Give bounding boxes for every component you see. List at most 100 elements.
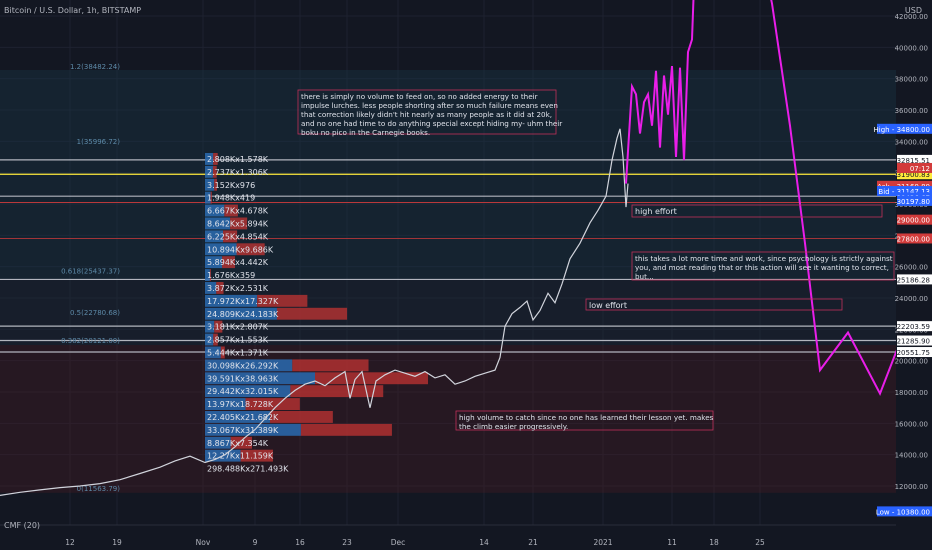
axis-badge-text[interactable]: 30197.80 [897, 198, 930, 206]
time-tick-label[interactable]: 12 [65, 538, 75, 547]
price-series [0, 128, 629, 496]
volume-buy-bar [205, 436, 231, 449]
volume-row-label: 33.067Kx31.389K [207, 426, 279, 435]
level-badge-text[interactable]: 20551.75 [897, 349, 930, 357]
annotation-box [297, 89, 557, 135]
time-tick-label[interactable]: 14 [479, 538, 489, 547]
annotation-line: that correction likely didn't hit nearly… [301, 110, 552, 119]
time-tick-label[interactable]: 23 [342, 538, 352, 547]
time-tick-label[interactable]: 9 [253, 538, 258, 547]
annotation-text: low effort [589, 301, 627, 310]
fib-label: 0.382(20121.00) [61, 337, 120, 345]
volume-row-label: 2.857Kx1.553K [207, 336, 269, 345]
symbol-title[interactable]: Bitcoin / U.S. Dollar, 1h, BITSTAMP [4, 6, 141, 15]
axis-badge-text[interactable]: Low - 10380.00 [876, 508, 930, 516]
axis-badge-bg [877, 123, 932, 134]
axis-badge-bg [877, 180, 932, 191]
level-badge-text[interactable]: 32815.51 [897, 157, 930, 165]
axis-badge-text[interactable]: Bid - 31147.13 [878, 188, 930, 196]
fib-label: 0.618(25437.37) [61, 267, 120, 275]
volume-row-label: 30.098Kx26.292K [207, 361, 279, 370]
level-badge-text[interactable]: 21285.90 [897, 338, 930, 346]
volume-buy-bar [205, 256, 223, 269]
annotations: there is simply no volume to feed on, so… [297, 89, 895, 431]
price-tick-label[interactable]: 16000.00 [895, 420, 928, 428]
volume-row-label: 3.181Kx2.807K [207, 323, 269, 332]
level-badge-bg [897, 169, 932, 180]
level-badge-text[interactable]: 22203.59 [897, 323, 930, 331]
volume-sell-bar [214, 320, 223, 333]
annotation-text: high volume to catch since no one has le… [459, 413, 714, 431]
time-tick-label[interactable]: 25 [755, 538, 765, 547]
axis-badge-text[interactable]: 29000.00 [897, 217, 930, 225]
price-tick-label[interactable]: 34000.00 [895, 138, 928, 146]
price-tick-label[interactable]: 14000.00 [895, 452, 928, 460]
volume-sell-bar [210, 191, 212, 204]
volume-row-label: 13.97Kx18.728K [207, 400, 274, 409]
price-tick-label[interactable]: 24000.00 [895, 295, 928, 303]
horizontal-levels [0, 159, 896, 353]
volume-sell-bar [292, 359, 369, 372]
time-tick-label[interactable]: 19 [112, 538, 122, 547]
price-tick-label[interactable]: 12000.00 [895, 483, 928, 491]
volume-buy-bar [205, 165, 213, 178]
axis-badge-bg [877, 186, 932, 197]
price-tick-label[interactable]: 40000.00 [895, 44, 928, 52]
axis-badge-text[interactable]: 07:12 [910, 165, 930, 173]
volume-row-label: 1.676Kx359 [207, 271, 255, 280]
price-axis[interactable]: 12000.00 14000.00 16000.00 18000.00 20000.00… [874, 0, 932, 550]
volume-buy-bar [205, 346, 221, 359]
axis-badge-text[interactable]: 27800.00 [897, 235, 930, 243]
time-tick-label[interactable]: Nov [196, 538, 211, 547]
fib-label: 1(35996.72) [77, 138, 121, 146]
time-tick-label[interactable]: 2021 [593, 538, 612, 547]
price-tick-label[interactable]: 38000.00 [895, 76, 928, 84]
annotation-text: there is simply no volume to feed on, so… [301, 92, 562, 137]
volume-sell-bar [213, 333, 218, 346]
volume-buy-bar [205, 204, 225, 217]
annotation-line: but... [635, 272, 654, 281]
time-axis[interactable]: 12 19 Nov 9 16 23 Dec 14 21 2021 11 18 25 [0, 524, 896, 547]
volume-row-label: 2.737Kx1.306K [207, 168, 269, 177]
volume-sell-bar [290, 385, 384, 398]
indicator-label[interactable]: CMF (20) [4, 521, 40, 530]
volume-row-label: 5.894Kx4.442K [207, 258, 269, 267]
level-badge-bg [897, 154, 932, 165]
volume-buy-bar [205, 398, 246, 410]
volume-row-label: 1.948Kx419 [207, 194, 255, 203]
volume-row-label: 39.591Kx38.963K [207, 374, 279, 383]
price-tick-label[interactable]: 26000.00 [895, 264, 928, 272]
volume-row-label: 3.872Kx2.531K [207, 284, 269, 293]
annotation-box [585, 298, 843, 311]
axis-badge-bg [897, 162, 932, 173]
price-line [0, 128, 629, 496]
mid-zone [0, 279, 896, 345]
time-tick-label[interactable]: 21 [528, 538, 538, 547]
time-tick-label[interactable]: Dec [391, 538, 406, 547]
annotation-line: impulse lurches. less people shorting af… [301, 101, 558, 110]
level-badge-text[interactable]: 25186.28 [897, 276, 930, 284]
volume-sell-bar [257, 294, 308, 307]
time-tick-label[interactable]: 11 [667, 538, 677, 547]
volume-buy-bar [205, 423, 301, 436]
price-tick-label[interactable]: 20000.00 [895, 358, 928, 366]
volume-profile: 2.808Kx1.578K 2.737Kx1.306K 3.152Kx976 1.94… [205, 153, 428, 474]
level-badge-bg [897, 335, 932, 346]
price-tick-label[interactable]: 36000.00 [895, 107, 928, 115]
time-tick-label[interactable]: 16 [295, 538, 305, 547]
volume-buy-bar [205, 307, 277, 320]
time-tick-label[interactable]: 18 [709, 538, 719, 547]
level-badge-bg [897, 274, 932, 285]
fib-label: 0(11563.79) [77, 485, 121, 493]
level-badge-text[interactable]: 31900.83 [897, 171, 930, 179]
volume-sell-bar [230, 217, 248, 230]
price-tick-label[interactable]: 42000.00 [895, 13, 928, 21]
annotation-box [455, 410, 714, 431]
fib-labels: 1.2(38482.24) 1(35996.72) 0.618(25437.37) 0… [61, 63, 120, 493]
price-tick-label[interactable]: 18000.00 [895, 389, 928, 397]
annotation-line: and no one had time to do anything speci… [301, 119, 562, 128]
axis-badge-text[interactable]: High - 34800.00 [874, 126, 930, 134]
volume-row-label: 5.444Kx1.371K [207, 349, 269, 358]
